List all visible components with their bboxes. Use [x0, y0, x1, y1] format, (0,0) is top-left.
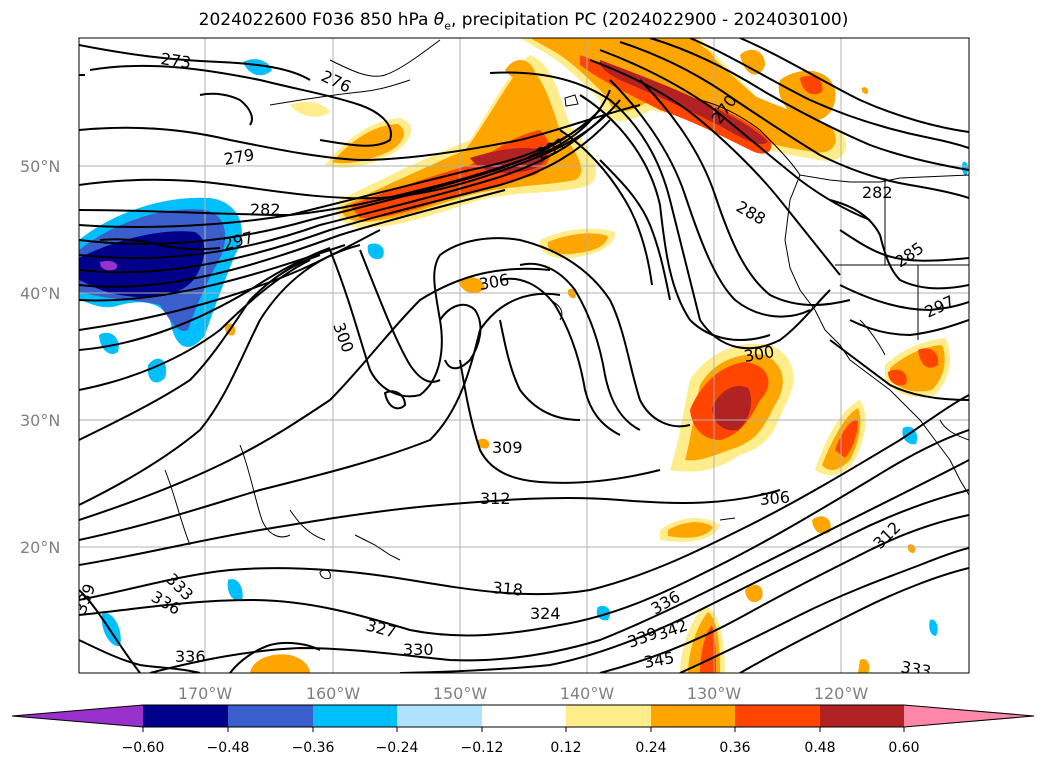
coastlines	[269, 39, 969, 580]
contour-labels: 273 276 279 282 297 291 306 300 309 312 …	[79, 49, 957, 681]
colorbar-label-1: −0.60	[122, 740, 165, 756]
colorbar-swatch-8	[735, 705, 820, 727]
lon-label-160w: 160°W	[306, 684, 361, 703]
theta-e-contours	[79, 38, 969, 673]
colorbar: −0.60 −0.48 −0.36 −0.24 −0.12 0.12 0.24 …	[11, 704, 1035, 756]
colorbar-swatch-1	[143, 705, 228, 727]
colorbar-swatch-9	[820, 705, 904, 727]
lat-label-30n: 30°N	[20, 411, 60, 430]
lon-label-120w: 120°W	[814, 684, 869, 703]
contour-label-336-b: 336	[175, 647, 206, 666]
lon-label-170w: 170°W	[178, 684, 233, 703]
contour-label-324: 324	[530, 604, 561, 623]
contour-label-318: 318	[492, 578, 524, 600]
lon-label-130w: 130°W	[687, 684, 742, 703]
colorbar-swatch-4	[397, 705, 482, 727]
colorbar-swatch-2	[228, 705, 313, 727]
colorbar-label-6: 0.12	[550, 740, 581, 756]
lat-label-20n: 20°N	[20, 538, 60, 557]
contour-label-312: 312	[480, 489, 511, 508]
contour-label-282-b: 282	[862, 183, 893, 202]
colorbar-label-5: −0.12	[461, 740, 504, 756]
contour-label-330: 330	[403, 640, 434, 659]
lat-label-50n: 50°N	[20, 157, 60, 176]
colorbar-label-9: 0.48	[804, 740, 835, 756]
graticule	[79, 38, 969, 673]
colorbar-label-10: 0.60	[888, 740, 919, 756]
colorbar-label-8: 0.36	[719, 740, 750, 756]
colorbar-label-7: 0.24	[635, 740, 666, 756]
lon-label-150w: 150°W	[433, 684, 488, 703]
colorbar-label-2: −0.48	[207, 740, 250, 756]
colorbar-swatch-3	[313, 705, 397, 727]
colorbar-extend-high	[904, 705, 1034, 727]
colorbar-extend-low	[12, 705, 143, 727]
latitude-labels: 50°N 40°N 30°N 20°N	[20, 157, 60, 557]
contour-label-333-b: 333	[899, 657, 932, 681]
contour-label-309: 309	[492, 438, 523, 457]
colorbar-swatch-5	[482, 705, 566, 727]
map-frame	[78, 37, 970, 674]
lon-label-140w: 140°W	[560, 684, 615, 703]
contour-label-282: 282	[250, 200, 281, 219]
theta-e-thin-contours	[164, 299, 563, 546]
contour-label-273: 273	[159, 49, 192, 72]
colorbar-label-4: −0.24	[376, 740, 419, 756]
map-title: 2024022600 F036 850 hPa θe, precipitatio…	[198, 10, 849, 33]
contour-label-306-b: 306	[759, 487, 791, 509]
colorbar-label-3: −0.36	[292, 740, 335, 756]
colorbar-swatch-6	[566, 705, 651, 727]
colorbar-swatch-7	[651, 705, 735, 727]
longitude-labels: 170°W 160°W 150°W 140°W 130°W 120°W	[178, 684, 869, 703]
lat-label-40n: 40°N	[20, 284, 60, 303]
map-plot-area: 273 276 279 282 297 291 306 300 309 312 …	[79, 38, 969, 681]
